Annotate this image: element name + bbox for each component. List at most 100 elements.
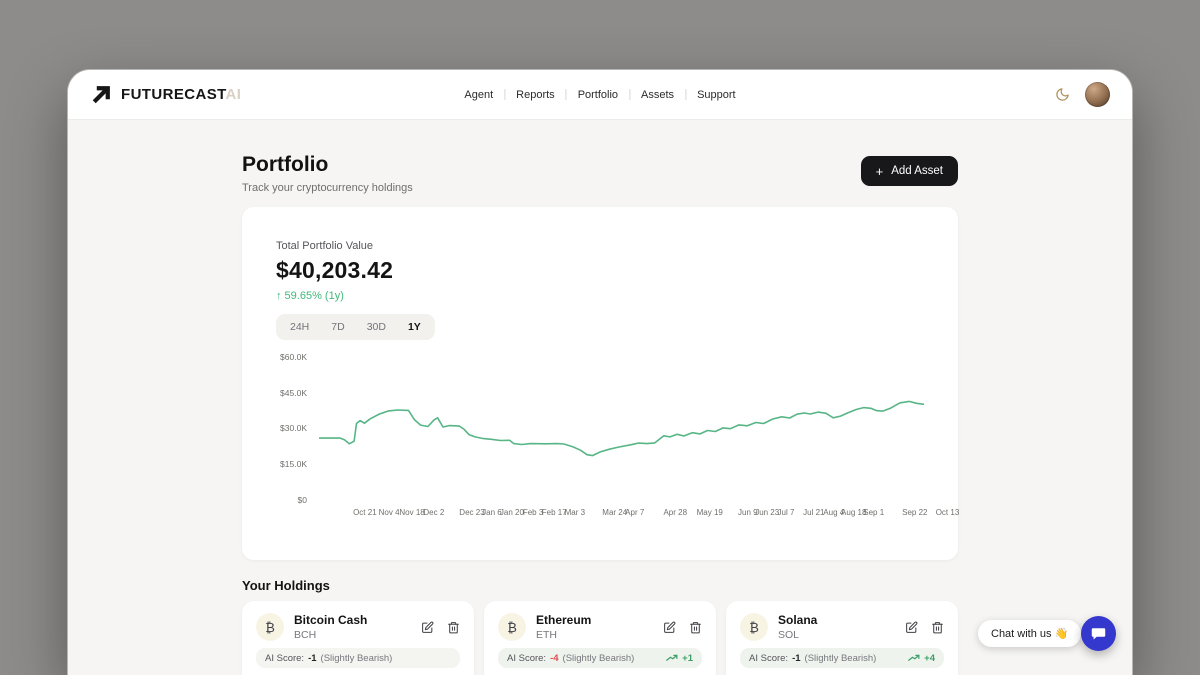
trending-up-icon	[908, 654, 920, 662]
trend-value: +1	[682, 652, 693, 664]
portfolio-chart[interactable]	[318, 354, 925, 500]
plus-icon: +	[875, 163, 884, 179]
y-tick: $45.0K	[280, 387, 307, 398]
page-title: Portfolio	[242, 153, 329, 176]
trending-up-icon	[666, 654, 678, 662]
edit-icon[interactable]	[421, 621, 434, 634]
trash-icon[interactable]	[447, 621, 460, 634]
user-avatar[interactable]	[1085, 82, 1110, 107]
trend-value: +4	[924, 652, 935, 664]
x-tick: May 19	[696, 508, 723, 517]
range-24h-button[interactable]: 24H	[280, 317, 319, 337]
ai-score-label: AI Score:	[507, 652, 547, 664]
y-tick: $15.0K	[280, 459, 307, 470]
ai-score-label: AI Score:	[265, 652, 305, 664]
edit-icon[interactable]	[663, 621, 676, 634]
coin-icon: ₿	[740, 613, 768, 641]
holding-symbol: ETH	[536, 629, 557, 641]
brand-logo[interactable]: FUTURECASTAI	[90, 84, 241, 106]
x-tick: Jun 9	[738, 508, 758, 517]
ai-score-pill: AI Score: -4 (Slightly Bearish) +1	[498, 648, 702, 668]
main-nav: Agent Reports Portfolio Assets Support	[464, 89, 735, 101]
page-subtitle: Track your cryptocurrency holdings	[242, 182, 413, 194]
range-1y-button[interactable]: 1Y	[398, 317, 431, 337]
add-asset-label: Add Asset	[891, 165, 943, 177]
x-tick: Feb 3	[522, 508, 544, 517]
chat-bubble-icon	[1090, 625, 1107, 642]
x-tick: Aug 4	[823, 508, 845, 517]
holdings-section-title: Your Holdings	[242, 578, 330, 593]
edit-icon[interactable]	[905, 621, 918, 634]
x-tick: Dec 23	[459, 508, 485, 517]
x-tick: Dec 2	[423, 508, 445, 517]
x-tick: Nov 4	[378, 508, 400, 517]
nav-item-reports[interactable]: Reports	[516, 88, 555, 101]
brand-suffix: AI	[225, 86, 242, 103]
holding-name: Ethereum	[536, 613, 592, 627]
holding-meta: Bitcoin Cash BCH	[294, 613, 367, 641]
x-tick: Sep 22	[902, 508, 928, 517]
portfolio-value-card: Total Portfolio Value $40,203.42 ↑ 59.65…	[242, 207, 959, 560]
ai-score-label: AI Score:	[749, 652, 789, 664]
ai-score-pill: AI Score: -1 (Slightly Bearish) +4	[740, 648, 944, 668]
nav-separator	[629, 89, 631, 100]
holding-name: Bitcoin Cash	[294, 613, 368, 627]
range-30d-button[interactable]: 30D	[357, 317, 396, 337]
top-nav-bar: FUTURECASTAI Agent Reports Portfolio Ass…	[68, 70, 1132, 120]
ai-score-note: (Slightly Bearish)	[320, 652, 393, 664]
x-tick: Apr 28	[663, 508, 688, 517]
ai-score-value: -4	[550, 652, 559, 664]
x-tick: Aug 18	[841, 508, 867, 517]
x-tick: Jun 23	[755, 508, 780, 517]
x-tick: Jan 20	[499, 508, 524, 517]
chart-x-axis: Oct 21 Nov 4 Nov 18 Dec 2 Dec 23 Jan 6 Jan 20 F…	[353, 508, 959, 520]
coin-icon: ₿	[256, 613, 284, 641]
chat-with-us-button[interactable]: Chat with us 👋	[978, 620, 1082, 647]
ai-score-value: -1	[792, 652, 801, 664]
x-tick: Jul 7	[777, 508, 795, 517]
moon-icon[interactable]	[1055, 87, 1070, 102]
holding-card-eth: ₿ Ethereum ETH	[484, 601, 716, 675]
x-tick: Jul 21	[803, 508, 825, 517]
brand-name: FUTURECASTAI	[121, 86, 242, 103]
header-actions	[1055, 82, 1110, 107]
range-7d-button[interactable]: 7D	[321, 317, 354, 337]
nav-separator	[565, 89, 567, 100]
y-tick: $60.0K	[280, 351, 307, 362]
score-trend: +4	[908, 653, 935, 664]
total-value: $40,203.42	[276, 257, 394, 283]
x-tick: Oct 13	[935, 508, 960, 517]
x-tick: Nov 18	[399, 508, 425, 517]
holding-meta: Solana SOL	[778, 613, 817, 641]
ai-score-value: -1	[308, 652, 317, 664]
total-value-label: Total Portfolio Value	[276, 240, 374, 252]
coin-icon: ₿	[498, 613, 526, 641]
x-tick: Mar 3	[564, 508, 586, 517]
nav-item-assets[interactable]: Assets	[641, 88, 675, 101]
x-tick: Sep 1	[863, 508, 885, 517]
x-tick: Feb 17	[541, 508, 567, 517]
ai-score-pill: AI Score: -1 (Slightly Bearish)	[256, 648, 460, 668]
time-range-selector: 24H 7D 30D 1Y	[276, 314, 435, 340]
chat-label: Chat with us 👋	[991, 628, 1069, 640]
chart-y-axis: $60.0K $45.0K $30.0K $15.0K $0	[276, 351, 319, 505]
value-change: ↑ 59.65% (1y)	[276, 290, 344, 302]
nav-item-portfolio[interactable]: Portfolio	[577, 88, 619, 101]
holding-symbol: SOL	[778, 629, 800, 641]
add-asset-button[interactable]: + Add Asset	[860, 156, 958, 186]
nav-separator	[685, 89, 687, 100]
score-trend: +1	[666, 653, 693, 664]
y-tick: $0	[297, 495, 307, 505]
x-tick: Oct 21	[353, 508, 377, 517]
nav-separator	[504, 89, 506, 100]
nav-item-support[interactable]: Support	[697, 88, 736, 101]
app-window: FUTURECASTAI Agent Reports Portfolio Ass…	[68, 70, 1132, 675]
ai-score-note: (Slightly Bearish)	[562, 652, 635, 664]
trash-icon[interactable]	[931, 621, 944, 634]
trash-icon[interactable]	[689, 621, 702, 634]
nav-item-agent[interactable]: Agent	[464, 88, 494, 101]
main-content: Portfolio Track your cryptocurrency hold…	[68, 120, 1132, 675]
holding-card-bch: ₿ Bitcoin Cash BCH	[242, 601, 474, 675]
holding-name: Solana	[778, 613, 818, 627]
chat-fab-button[interactable]	[1081, 616, 1116, 651]
